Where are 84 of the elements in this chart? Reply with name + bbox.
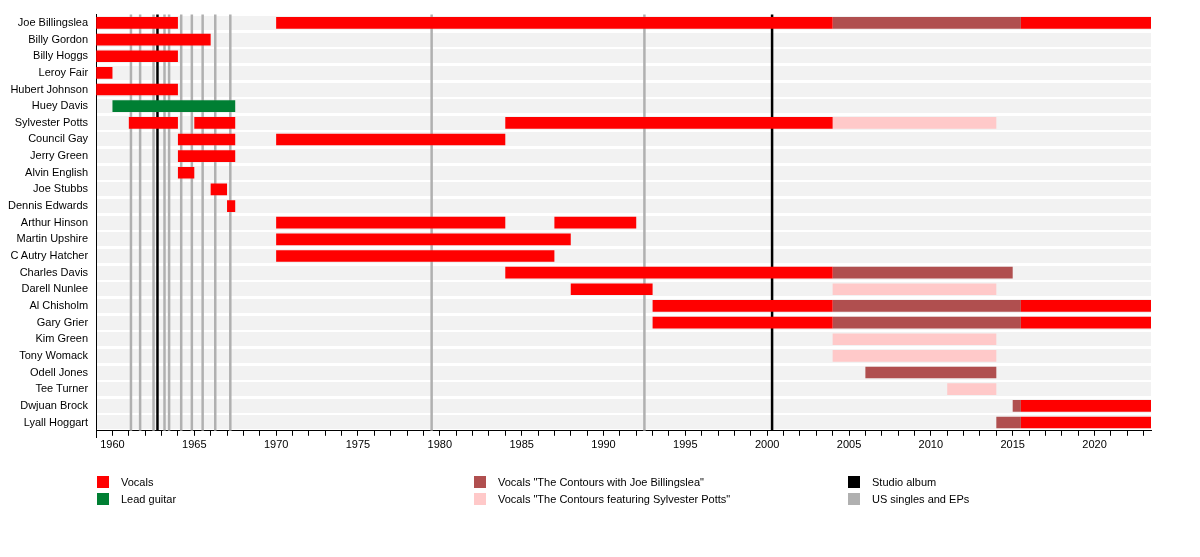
bar [96,67,113,79]
y-tick-label: Lyall Hoggart [23,415,89,428]
x-tick-label: 2005 [836,438,862,451]
x-tick-label: 1970 [263,438,289,451]
y-tick-label: Al Chisholm [29,298,89,311]
y-tick-label: Gary Grier [36,315,89,328]
y-tick-label: Tee Turner [35,382,89,395]
bar [96,83,178,96]
legend-label: Vocals [121,475,154,488]
bar [96,33,211,46]
bar [832,316,1021,329]
legend-label: Studio album [872,475,937,488]
y-tick-label: Council Gay [28,132,89,145]
bar [832,17,1021,29]
bar [1020,17,1151,29]
bar [227,200,236,212]
bar [996,416,1021,429]
y-tick-label: Arthur Hinson [20,215,89,228]
y-tick-label: Darell Nunlee [21,282,89,295]
bar [1020,316,1151,329]
bar [652,300,833,312]
x-tick-label: 1975 [345,438,371,451]
y-tick-label: Hubert Johnson [10,82,89,95]
legend-label: Vocals "The Contours featuring Sylvester Potts" [498,492,731,505]
legend-label: Vocals "The Contours with Joe Billingslea" [498,475,704,488]
bar [276,133,506,146]
bar [276,216,506,229]
x-tick-label: 2010 [918,438,944,451]
x-tick-label: 1990 [591,438,616,451]
y-tick-label: Joe Billingslea [17,15,89,28]
bar [276,233,571,246]
bar [1020,300,1151,312]
bar [177,133,236,146]
y-tick-label: Sylvester Potts [14,115,89,128]
y-tick-label: Billy Hoggs [33,49,89,62]
y-tick-label: Odell Jones [30,365,89,378]
bar [554,216,637,229]
bar [96,17,178,29]
y-tick-label: Joe Stubbs [33,182,89,195]
x-tick-label: 2015 [1000,438,1025,451]
x-tick-label: 1980 [427,438,453,451]
x-tick-label: 2000 [754,438,780,451]
y-tick-label: C Autry Hatcher [10,249,89,262]
legend-label: US singles and EPs [872,492,970,505]
bar [112,100,236,112]
bar [177,166,195,179]
y-tick-label: Martin Upshire [16,232,89,245]
bar [652,316,833,329]
bar [177,150,236,162]
bar [570,283,653,296]
bar [194,116,236,129]
bar [832,116,997,129]
y-tick-label: Kim Green [35,332,89,345]
bar [1012,400,1021,412]
bar [96,50,178,63]
bar [832,266,1013,279]
bar [276,250,555,262]
y-tick-label: Alvin English [25,165,89,178]
bar [505,116,833,129]
y-tick-label: Charles Davis [19,265,89,278]
y-tick-label: Leroy Fair [38,65,89,78]
bar [1020,400,1151,412]
x-tick-label: 2020 [1082,438,1107,451]
x-tick-label: 1960 [100,438,125,451]
bar [128,116,178,129]
bar [832,283,997,296]
y-tick-label: Billy Gordon [28,32,89,45]
bar [505,266,833,279]
x-tick-label: 1965 [182,438,207,451]
bar [865,366,997,379]
bar [832,350,997,362]
y-tick-label: Dennis Edwards [8,199,89,212]
x-tick-label: 1985 [509,438,534,451]
y-tick-label: Huey Davis [31,99,89,112]
x-tick-label: 1995 [673,438,698,451]
bar [832,333,997,346]
y-tick-label: Tony Womack [19,348,89,361]
y-tick-label: Jerry Green [30,149,89,162]
bar [210,183,228,196]
bar [1020,416,1151,429]
legend-label: Lead guitar [121,492,177,505]
bar [832,300,1021,312]
bar [947,383,997,396]
y-tick-label: Dwjuan Brock [20,398,89,411]
